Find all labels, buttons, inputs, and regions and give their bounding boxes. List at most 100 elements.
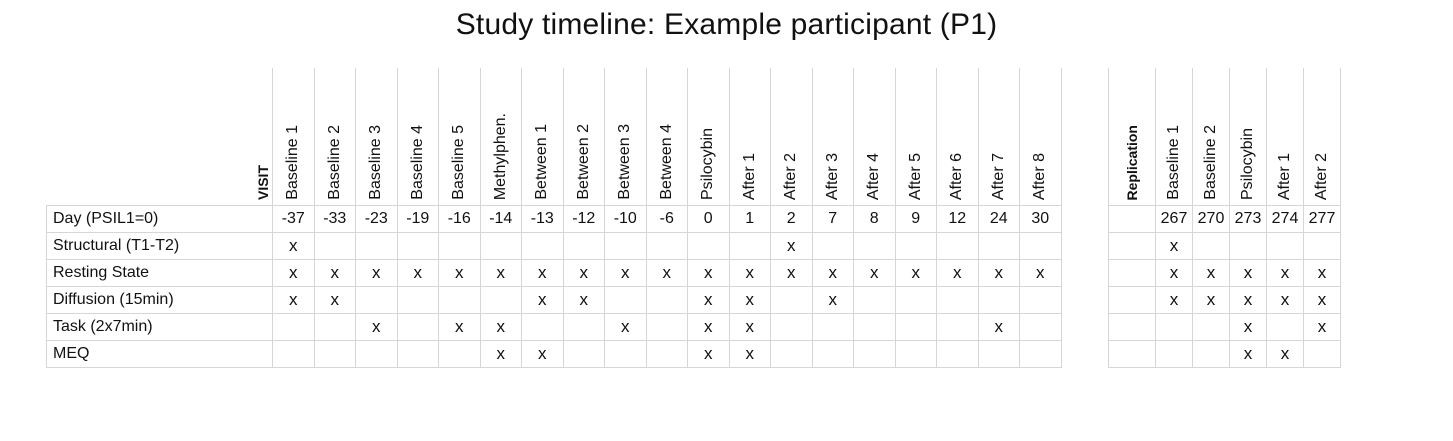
column-header-label: After 8 xyxy=(1031,152,1049,200)
table-cell-text: x xyxy=(1243,263,1253,282)
table-cell: x xyxy=(1192,259,1230,287)
table-cell-text: 7 xyxy=(828,210,838,227)
table-cell: x xyxy=(687,313,730,341)
table-cell-text: x xyxy=(704,290,713,309)
table-cell: -12 xyxy=(562,205,605,233)
table-cell: x xyxy=(853,259,896,287)
table-cell xyxy=(396,286,439,314)
table-cell xyxy=(936,232,979,260)
table-cell xyxy=(1303,340,1341,368)
table-cell-text: x xyxy=(994,263,1004,282)
table-cell: x xyxy=(936,259,979,287)
table-cell-text: x xyxy=(1169,263,1179,282)
table-cell xyxy=(853,313,896,341)
table-cell xyxy=(396,232,439,260)
column-header-label: Baseline 2 xyxy=(325,125,343,200)
column-header-after-5: After 5 xyxy=(894,68,937,206)
table-cell xyxy=(521,232,564,260)
table-cell: -19 xyxy=(396,205,439,233)
row-label: Diffusion (15min) xyxy=(46,286,273,314)
table-cell: x xyxy=(521,259,564,287)
table-cell xyxy=(770,313,813,341)
table-cell xyxy=(977,286,1020,314)
table-cell: -13 xyxy=(521,205,564,233)
table-cell-text: x xyxy=(787,236,796,255)
table-cell-text: x xyxy=(953,263,962,282)
table-cell-text: -13 xyxy=(530,210,554,227)
table-cell xyxy=(1155,340,1193,368)
table-cell: x xyxy=(1019,259,1062,287)
timeline-table: VISIT Baseline 1 Baseline 2 Baseline 3 Basel… xyxy=(46,68,1062,368)
column-header-methylphen: Methylphen. xyxy=(479,68,522,206)
table-cell xyxy=(687,232,730,260)
table-cell: -37 xyxy=(272,205,315,233)
table-cell xyxy=(355,286,398,314)
table-cell: x xyxy=(1192,286,1230,314)
column-header-baseline-4: Baseline 4 xyxy=(396,68,439,206)
table-cell xyxy=(645,340,688,368)
table-cell-text: x xyxy=(579,290,589,309)
table-cell-text: -14 xyxy=(489,210,513,227)
table-cell-text: x xyxy=(579,263,589,282)
table-cell xyxy=(645,232,688,260)
table-cell-text: -6 xyxy=(659,210,674,227)
table-cell: x xyxy=(313,286,356,314)
column-header-label: Baseline 5 xyxy=(450,125,468,200)
row-label-text: Day (PSIL1=0) xyxy=(53,210,159,227)
table-cell-text: x xyxy=(1280,290,1290,309)
table-row: Diffusion (15min) x x x x x x x xyxy=(46,286,1062,314)
replication-row: x xyxy=(1108,232,1341,260)
table-cell: 267 xyxy=(1155,205,1193,233)
table-cell: 30 xyxy=(1019,205,1062,233)
replication-column-header-psilocybin: Psilocybin xyxy=(1229,68,1267,206)
table-cell: x xyxy=(1155,286,1193,314)
table-cell xyxy=(1019,286,1062,314)
column-header-after-6: After 6 xyxy=(936,68,979,206)
table-cell xyxy=(645,286,688,314)
table-cell xyxy=(1303,232,1341,260)
table-cell: 12 xyxy=(936,205,979,233)
table-cell: x xyxy=(1303,313,1341,341)
table-cell-text: x xyxy=(621,317,630,336)
table-cell: x xyxy=(977,313,1020,341)
table-cell-text: x xyxy=(870,263,879,282)
table-cell: x xyxy=(313,259,356,287)
column-header-baseline-2: Baseline 2 xyxy=(313,68,356,206)
table-cell: x xyxy=(521,286,564,314)
column-header-label: After 1 xyxy=(740,152,758,200)
table-cell: -6 xyxy=(645,205,688,233)
table-cell: x xyxy=(811,259,854,287)
table-cell-text: 8 xyxy=(869,210,879,227)
table-cell-text: x xyxy=(538,263,547,282)
column-header-label: After 2 xyxy=(1313,152,1330,200)
replication-column-header-baseline-1: Baseline 1 xyxy=(1155,68,1193,206)
table-cell: 9 xyxy=(894,205,937,233)
table-cell: x xyxy=(1229,340,1267,368)
replication-header-row: Replication Baseline 1 Baseline 2 Psilocybi… xyxy=(1108,68,1341,206)
table-cell-text: x xyxy=(1206,290,1216,309)
row-label: Day (PSIL1=0) xyxy=(46,205,273,233)
table-cell: -14 xyxy=(479,205,522,233)
column-header-label: Methylphen. xyxy=(491,112,509,200)
visit-label: VISIT xyxy=(255,164,271,200)
table-cell-text: -16 xyxy=(447,210,471,227)
table-cell: x xyxy=(604,259,647,287)
column-header-label: After 5 xyxy=(906,152,924,200)
row-label-text: Task (2x7min) xyxy=(53,318,153,335)
table-cell-text: -19 xyxy=(406,210,430,227)
table-cell-text: x xyxy=(828,263,838,282)
table-cell xyxy=(894,313,937,341)
column-header-label: After 2 xyxy=(782,152,800,200)
table-cell: 274 xyxy=(1266,205,1304,233)
row-label-text: MEQ xyxy=(53,345,90,362)
replication-column-header-after-1: After 1 xyxy=(1266,68,1304,206)
table-cell xyxy=(272,313,315,341)
table-cell: 270 xyxy=(1192,205,1230,233)
replication-row-spacer xyxy=(1108,232,1156,260)
table-cell xyxy=(355,232,398,260)
column-header-baseline-3: Baseline 3 xyxy=(355,68,398,206)
table-cell xyxy=(604,286,647,314)
